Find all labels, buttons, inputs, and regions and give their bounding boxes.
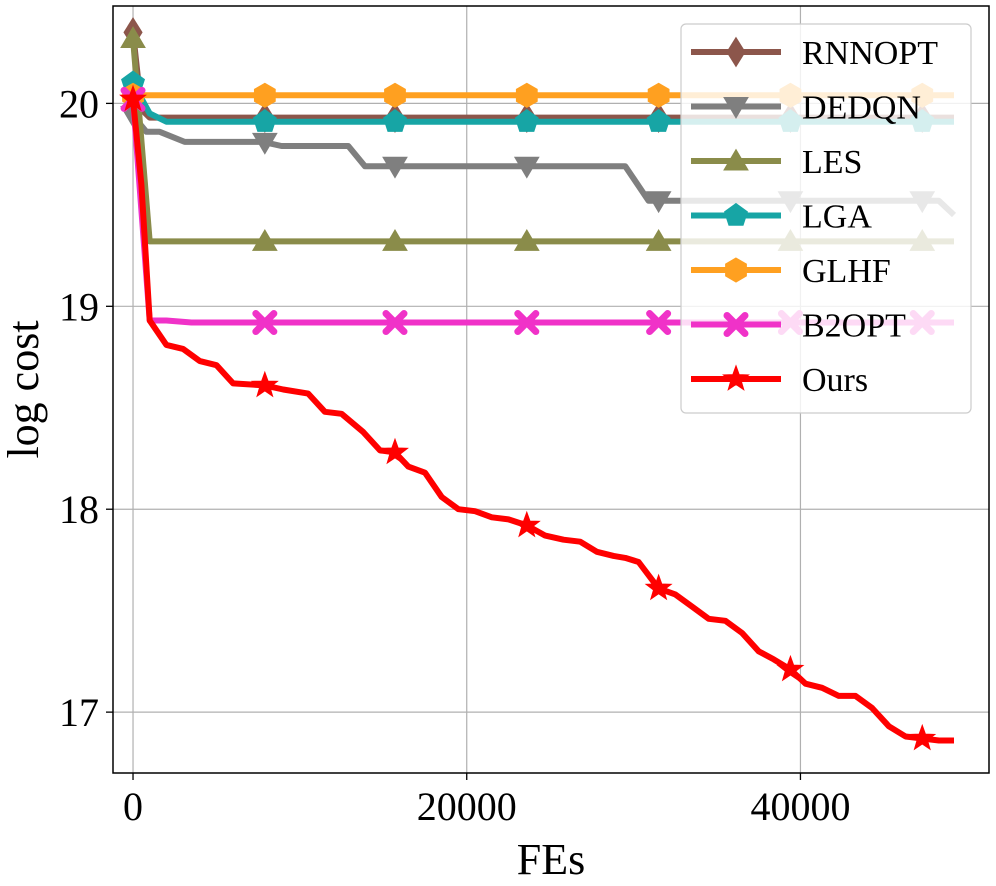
legend: RNNOPT DEDQN LES LGA GLHF B2OPT Ours — [680, 23, 972, 414]
x-tick-label: 0 — [123, 784, 143, 829]
legend-item-b2opt: B2OPT — [691, 308, 906, 345]
legend-item-ours: Ours — [691, 362, 868, 399]
y-axis-label: log cost — [0, 320, 48, 458]
data-point-b2opt — [382, 310, 408, 336]
legend-item-rnnopt: RNNOPT — [691, 35, 938, 72]
data-point-lga — [252, 109, 277, 132]
data-point-lga — [382, 109, 407, 132]
series-lines — [119, 17, 957, 751]
data-point-ours — [119, 84, 147, 112]
legend-item-dedqn: DEDQN — [691, 90, 921, 127]
legend-item-les: LES — [691, 144, 862, 181]
y-tick-label: 19 — [59, 284, 99, 329]
data-point-b2opt — [646, 310, 672, 336]
legend-marker-dedqn — [723, 97, 749, 119]
axis-ticks: 0 20000 40000 17 18 19 20 — [59, 81, 850, 829]
data-point-b2opt — [252, 310, 278, 336]
series-ours — [119, 84, 954, 751]
x-axis-label: FEs — [517, 835, 585, 884]
legend-box — [680, 23, 972, 414]
legend-marker-glhf — [725, 257, 747, 283]
legend-label-b2opt: B2OPT — [802, 308, 906, 345]
y-tick-label: 20 — [59, 81, 99, 126]
data-point-lga — [514, 109, 539, 132]
data-point-les — [120, 26, 146, 48]
data-point-ours — [512, 510, 541, 538]
legend-marker-les — [723, 148, 749, 171]
legend-marker-ours — [722, 364, 750, 391]
legend-item-glhf: GLHF — [691, 253, 891, 290]
data-point-les — [513, 228, 540, 251]
data-point-b2opt-stroke — [382, 310, 408, 336]
plot-frame — [112, 5, 990, 774]
data-point-les — [251, 228, 278, 251]
legend-marker-lga — [723, 202, 749, 226]
legend-label-ours: Ours — [802, 362, 868, 399]
data-point-dedqn — [645, 191, 672, 214]
data-point-glhf — [647, 82, 670, 108]
data-point-lga — [646, 109, 671, 132]
y-tick-label: 18 — [59, 487, 99, 532]
data-point-b2opt-stroke — [646, 310, 672, 336]
x-tick-label: 20000 — [417, 784, 517, 829]
legend-item-lga: LGA — [691, 199, 872, 236]
data-point-glhf — [515, 82, 538, 108]
legend-label-les: LES — [802, 144, 862, 181]
x-tick-label: 40000 — [750, 784, 850, 829]
legend-label-dedqn: DEDQN — [802, 90, 921, 127]
legend-marker-b2opt-stroke — [723, 312, 749, 337]
legend-label-glhf: GLHF — [802, 253, 891, 290]
data-point-dedqn — [382, 156, 408, 179]
legend-marker-rnnopt — [726, 36, 746, 68]
data-point-b2opt-stroke — [514, 310, 540, 336]
data-point-dedqn — [251, 132, 278, 155]
data-point-ours — [250, 370, 279, 398]
data-point-glhf — [253, 82, 276, 108]
data-point-les — [382, 228, 408, 251]
data-point-ours — [644, 573, 673, 601]
data-point-b2opt-stroke — [252, 310, 278, 336]
data-point-les — [645, 228, 672, 251]
legend-label-rnnopt: RNNOPT — [802, 35, 938, 72]
y-tick-label: 17 — [59, 690, 99, 735]
data-point-b2opt — [514, 310, 540, 336]
data-point-ours — [776, 654, 805, 682]
legend-marker-b2opt — [723, 312, 749, 337]
legend-label-lga: LGA — [802, 199, 872, 236]
data-point-ours — [908, 723, 937, 751]
data-point-ours — [381, 437, 409, 465]
data-point-glhf — [384, 82, 406, 108]
data-point-dedqn — [513, 156, 540, 179]
